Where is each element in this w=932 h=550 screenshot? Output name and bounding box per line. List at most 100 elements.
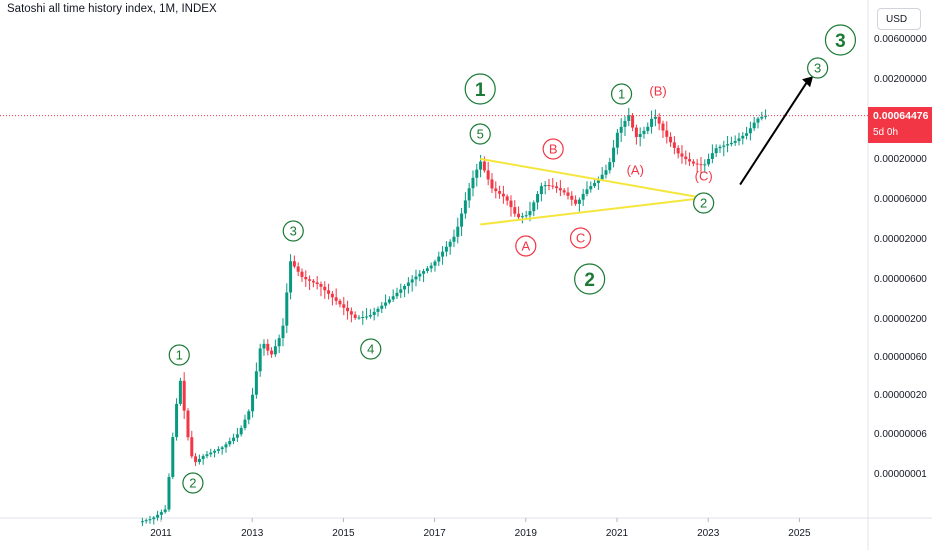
candle-body (729, 142, 733, 145)
candle-body (536, 194, 540, 203)
candle-body (387, 299, 391, 303)
candle-body (148, 519, 152, 521)
candle-body (156, 514, 160, 518)
candle-body (718, 146, 722, 149)
candle-body (232, 437, 236, 442)
candle-body (657, 116, 661, 124)
currency-button[interactable]: USD (877, 8, 921, 30)
price-tick-label: 0.00000001 (874, 469, 927, 480)
candle-body (456, 226, 460, 237)
time-tick-label: 2019 (515, 528, 538, 539)
candle-body (285, 292, 289, 326)
price-tick-label: 0.00000060 (874, 352, 927, 363)
candle-body (346, 307, 350, 312)
candle-body (691, 161, 695, 164)
candle-body (197, 458, 201, 463)
candle-body (764, 115, 768, 117)
candle-body (581, 193, 585, 200)
price-tick-label: 0.00000006 (874, 429, 927, 440)
candle-body (653, 116, 657, 119)
triangle-upper-trendline[interactable] (480, 157, 704, 199)
candle-body (372, 311, 376, 315)
candle-body (665, 130, 669, 137)
candle-body (228, 441, 232, 445)
wave-label-circle (515, 235, 537, 257)
candle-body (676, 147, 680, 154)
candle-body (680, 153, 684, 157)
price-tick-label: 0.00006000 (874, 194, 927, 205)
candle-body (216, 449, 220, 451)
wave-label-text: 3 (835, 31, 846, 52)
time-tick-label: 2013 (241, 528, 264, 539)
candle-body (703, 164, 707, 166)
price-tick-label: 0.00000600 (874, 274, 927, 285)
candle-body (441, 251, 445, 257)
candle-body (353, 314, 357, 318)
candle-body (194, 456, 198, 463)
candle-body (171, 437, 175, 477)
candle-body (209, 452, 213, 455)
wave-label-circle (610, 83, 633, 105)
price-tick-label: 0.00200000 (874, 74, 927, 85)
wave-label-circle (469, 123, 491, 145)
candle-body (760, 116, 764, 119)
candle-body (277, 338, 281, 347)
candle-body (752, 122, 756, 129)
candle-body (205, 454, 209, 457)
candle-body (471, 177, 475, 189)
candle-body (756, 118, 760, 123)
projection-arrow-shaft[interactable] (739, 79, 810, 186)
candle-body (330, 293, 334, 298)
candle-body (152, 517, 156, 520)
candle-body (558, 188, 562, 191)
candle-body (425, 268, 429, 272)
time-tick-label: 2025 (788, 528, 811, 539)
candle-body (642, 130, 646, 134)
candle-body (201, 456, 205, 459)
price-tick-label: 0.00020000 (874, 154, 927, 165)
candle-body (395, 292, 399, 297)
candle-body (604, 170, 608, 175)
wave-label-circle (807, 57, 829, 79)
candle-body (646, 126, 650, 131)
wave-label-text: (B) (649, 84, 666, 99)
candle-body (258, 348, 262, 372)
candle-body (182, 380, 186, 411)
candle-body (688, 159, 692, 162)
candle-body (463, 200, 467, 214)
candle-body (273, 346, 277, 355)
candle-body (262, 343, 266, 349)
candle-body (422, 271, 426, 274)
candle-body (391, 296, 395, 300)
candle-body (745, 133, 749, 136)
candle-body (486, 170, 490, 180)
candle-body (650, 118, 654, 127)
candle-body (365, 316, 369, 318)
wave-label-text: 5 (477, 127, 484, 142)
candle-body (596, 179, 600, 183)
candle-body (213, 450, 217, 453)
candle-countdown: 5d 0h (873, 127, 899, 138)
candle-body (710, 153, 714, 159)
price-tick-label: 0.00000200 (874, 314, 927, 325)
chart-title: Satoshi all time history index, 1M, INDE… (7, 3, 217, 15)
candle-body (167, 476, 171, 510)
wave-label-text: 3 (290, 224, 297, 239)
candle-body (418, 273, 422, 277)
wave-label-text: 2 (189, 476, 196, 491)
candle-body (543, 185, 547, 187)
candle-body (460, 213, 464, 227)
candle-body (254, 371, 258, 395)
candle-body (399, 289, 403, 293)
wave-label-circle (569, 227, 592, 249)
candle-body (612, 147, 616, 163)
candle-body (235, 434, 239, 438)
triangle-lower-trendline[interactable] (480, 197, 704, 226)
candle-body (631, 115, 635, 128)
candle-body (342, 304, 346, 308)
candle-body (323, 286, 327, 291)
candle-body (615, 132, 619, 148)
